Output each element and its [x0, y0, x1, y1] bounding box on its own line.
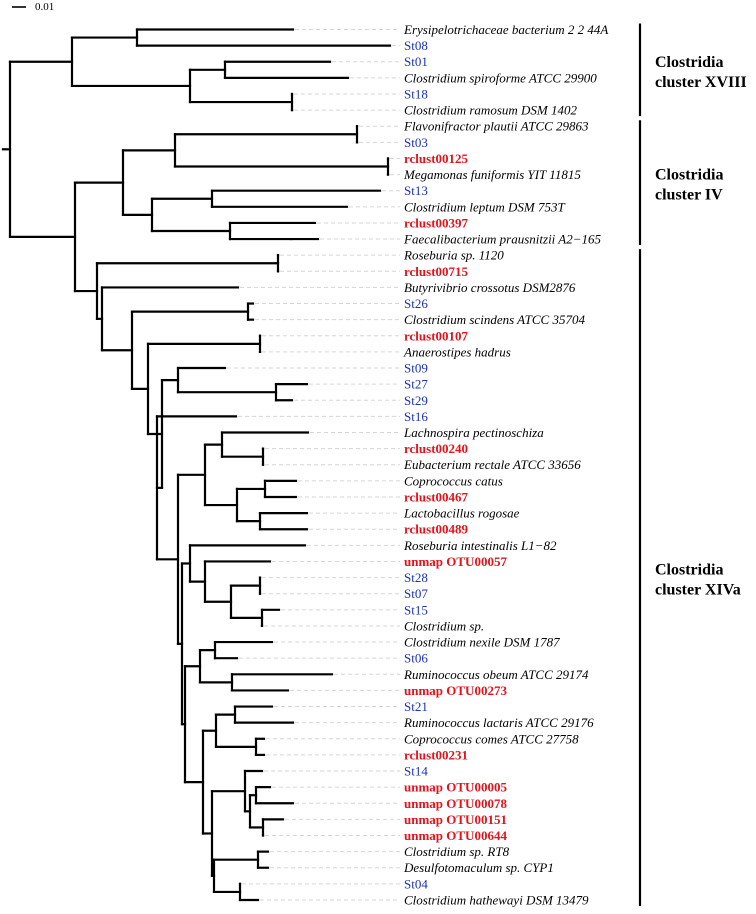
tip-label: St01: [404, 54, 428, 69]
tip-label: Flavonifractor plautii ATCC 29863: [403, 119, 589, 134]
tip-label: St08: [404, 38, 428, 53]
tip-label: St21: [404, 699, 428, 714]
tip-label: St06: [404, 651, 428, 666]
cluster-annotations: Clostridia cluster XVIII Clostridia cluster…: [638, 23, 747, 906]
cluster-label-line1: Clostridia: [655, 54, 723, 71]
tip-label: Ruminococcus obeum ATCC 29174: [403, 667, 589, 682]
tip-label: Anaerostipes hadrus: [403, 344, 511, 359]
tip-label: Lachnospira pectinoschiza: [403, 425, 544, 440]
tip-label: Roseburia intestinalis L1−82: [403, 538, 557, 553]
tip-label: St18: [404, 86, 428, 101]
cluster-label-line2: cluster IV: [655, 187, 723, 204]
tip-label: St29: [404, 393, 428, 408]
tip-label: rclust00489: [404, 522, 469, 537]
tip-label: unmap OTU00644: [404, 828, 507, 843]
tip-label: St04: [404, 876, 428, 891]
tip-label: Lactobacillus rogosae: [403, 506, 520, 521]
tip-label: Clostridium sp.: [404, 618, 484, 633]
tip-label: Desulfotomaculum sp. CYP1: [403, 860, 554, 875]
tip-label: unmap OTU00273: [404, 683, 507, 698]
tip-label: rclust00240: [404, 441, 468, 456]
tip-label: Clostridium ramosum DSM 1402: [404, 103, 577, 118]
tip-label: rclust00467: [404, 489, 469, 504]
cluster-label-line2: cluster XIVa: [655, 582, 741, 599]
tip-label: rclust00715: [404, 264, 469, 279]
tip-guide-lines: [227, 29, 400, 901]
tip-label: Faecalibacterium prausnitzii A2−165: [403, 232, 602, 247]
tip-label: rclust00125: [404, 151, 469, 166]
tip-label: St27: [404, 377, 428, 392]
cluster-label-line1: Clostridia: [655, 562, 723, 579]
tip-label: unmap OTU00057: [404, 554, 507, 569]
tip-label: St16: [404, 409, 428, 424]
tip-label: Clostridium nexile DSM 1787: [404, 635, 560, 650]
tip-label: Clostridium spiroforme ATCC 29900: [404, 70, 597, 85]
tip-label: Erysipelotrichaceae bacterium 2 2 44A: [403, 22, 608, 37]
tip-label: Clostridium sp. RT8: [404, 844, 510, 859]
tip-label: Butyrivibrio crossotus DSM2876: [404, 280, 576, 295]
tip-label: St15: [404, 602, 428, 617]
cluster-label-line2: cluster XVIII: [655, 74, 747, 91]
tip-label: St13: [404, 183, 428, 198]
tip-label: Coprococcus catus: [404, 473, 503, 488]
tree-branches: [1, 28, 392, 902]
tip-label: rclust00107: [404, 328, 469, 343]
tip-label: Clostridium hathewayi DSM 13479: [404, 892, 589, 907]
tip-label: unmap OTU00005: [404, 780, 507, 795]
tip-label: Clostridium leptum DSM 753T: [404, 199, 565, 214]
tip-label: unmap OTU00078: [404, 796, 507, 811]
cluster-label-line1: Clostridia: [655, 167, 723, 184]
tip-label: St14: [404, 764, 428, 779]
scale-bar: 0.01: [12, 1, 54, 13]
tip-label: Ruminococcus lactaris ATCC 29176: [403, 715, 594, 730]
tip-label: unmap OTU00151: [404, 812, 507, 827]
tip-label: Megamonas funiformis YIT 11815: [403, 167, 581, 182]
scale-bar-label: 0.01: [35, 1, 54, 13]
tip-label: Coprococcus comes ATCC 27758: [404, 731, 579, 746]
tip-label: St07: [404, 586, 428, 601]
tip-label: rclust00231: [404, 747, 468, 762]
tip-label: Clostridium scindens ATCC 35704: [404, 312, 585, 327]
tip-label: rclust00397: [404, 215, 469, 230]
tip-labels: Erysipelotrichaceae bacterium 2 2 44ASt0…: [403, 22, 608, 907]
tip-label: St03: [404, 135, 428, 150]
tip-label: St28: [404, 570, 428, 585]
tip-label: Roseburia sp. 1120: [403, 248, 504, 263]
tip-label: Eubacterium rectale ATCC 33656: [403, 457, 581, 472]
tip-label: St09: [404, 361, 428, 376]
tip-label: St26: [404, 296, 428, 311]
